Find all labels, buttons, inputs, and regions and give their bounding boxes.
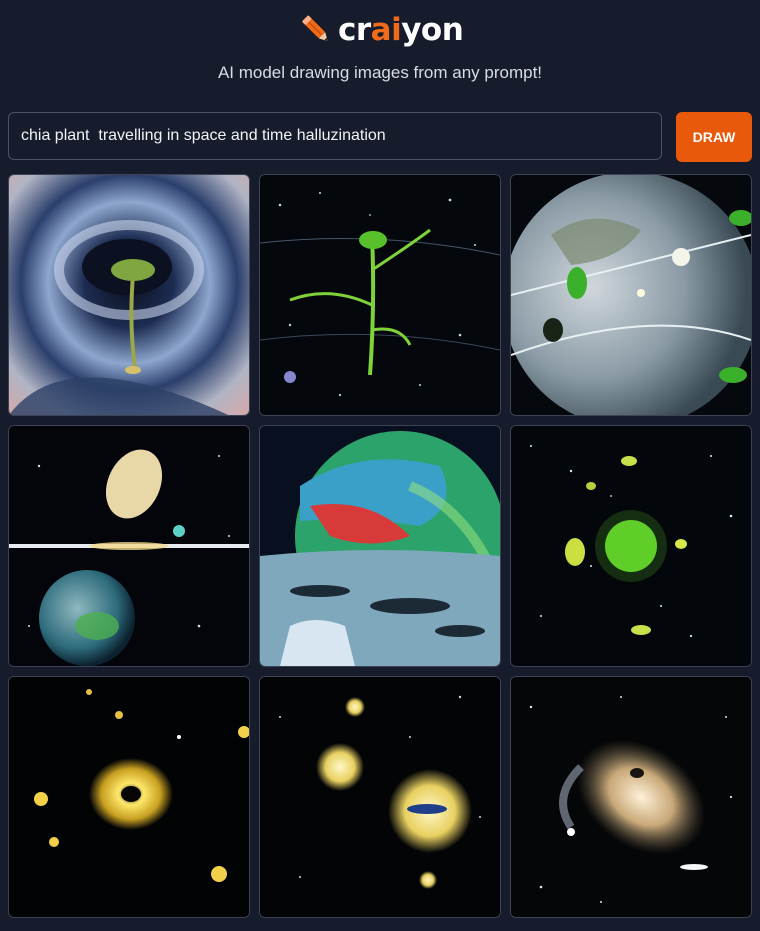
result-image-1[interactable] bbox=[8, 174, 250, 416]
tagline: AI model drawing images from any prompt! bbox=[217, 63, 543, 82]
result-image-9-art bbox=[511, 677, 751, 917]
results-grid bbox=[8, 174, 752, 918]
result-image-3[interactable] bbox=[510, 174, 752, 416]
result-image-6-art bbox=[511, 426, 751, 666]
result-image-5-art bbox=[260, 426, 500, 666]
result-image-2-art bbox=[260, 175, 500, 415]
draw-button[interactable]: DRAW bbox=[676, 112, 752, 162]
result-image-2[interactable] bbox=[259, 174, 501, 416]
prompt-row: DRAW bbox=[8, 112, 752, 162]
header: craiyon AI model drawing images from any… bbox=[0, 0, 760, 110]
result-image-4[interactable] bbox=[8, 425, 250, 667]
craiyon-logo[interactable]: craiyon bbox=[298, 10, 464, 50]
result-image-5[interactable] bbox=[259, 425, 501, 667]
result-image-6[interactable] bbox=[510, 425, 752, 667]
prompt-input[interactable] bbox=[8, 112, 662, 160]
result-image-8[interactable] bbox=[259, 676, 501, 918]
logo-wordmark: craiyon bbox=[338, 12, 464, 48]
result-image-3-art bbox=[511, 175, 751, 415]
result-image-8-art bbox=[260, 677, 500, 917]
result-image-9[interactable] bbox=[510, 676, 752, 918]
result-image-7-art bbox=[9, 677, 249, 917]
result-image-1-art bbox=[9, 175, 249, 415]
pencil-icon bbox=[302, 15, 328, 41]
result-image-7[interactable] bbox=[8, 676, 250, 918]
result-image-4-art bbox=[9, 426, 249, 666]
